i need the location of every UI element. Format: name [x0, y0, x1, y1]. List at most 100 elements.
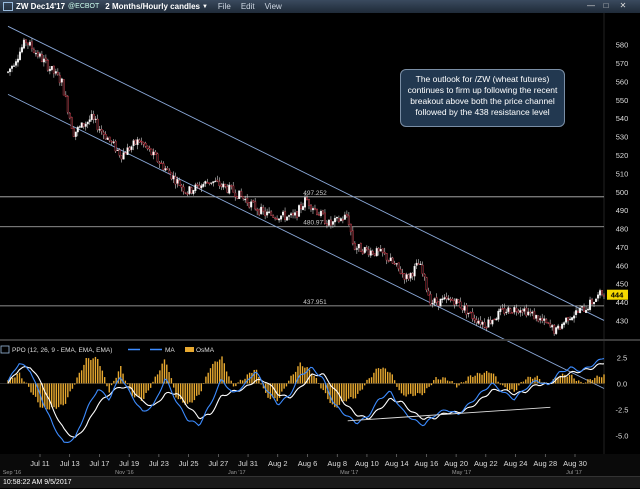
candle-body: [12, 65, 15, 67]
osma-bar: [143, 383, 145, 399]
osma-bar: [53, 383, 55, 408]
osma-bar: [83, 364, 85, 384]
candle-body: [459, 301, 462, 308]
chevron-down-icon[interactable]: ▼: [201, 3, 208, 10]
candle-body: [339, 218, 342, 222]
candle-body: [304, 197, 307, 208]
y-tick-label: 560: [616, 77, 629, 86]
osma-bar: [591, 380, 594, 384]
maximize-icon[interactable]: □: [603, 1, 609, 10]
candle-body: [555, 327, 558, 334]
interval-selector[interactable]: 2 Months/Hourly candles: [105, 2, 200, 11]
osma-bar: [159, 370, 161, 384]
osma-bar: [347, 383, 350, 399]
ind-y-tick-label: -2.5: [616, 405, 629, 414]
candle-body: [54, 71, 57, 74]
osma-bar: [90, 360, 92, 384]
osma-bar: [407, 383, 410, 395]
candle-body: [236, 196, 239, 199]
candle-body: [120, 155, 123, 160]
candle-body: [541, 317, 544, 321]
x-secondary-label: May '17: [452, 470, 471, 476]
osma-bar: [37, 383, 39, 403]
candle-body: [16, 58, 19, 63]
candle-body: [327, 219, 330, 226]
candle-body: [331, 221, 334, 225]
osma-bar: [242, 380, 244, 384]
candle-body: [443, 297, 446, 300]
candle-body: [457, 299, 460, 303]
osma-bar: [594, 377, 596, 384]
candle-body: [250, 201, 253, 208]
candle-body: [18, 51, 21, 61]
candle-body: [138, 139, 141, 143]
candle-body: [485, 327, 488, 329]
x-axis-bg: [0, 454, 640, 476]
candle-body: [182, 186, 185, 192]
osma-bar: [375, 368, 377, 384]
candle-body: [309, 204, 312, 210]
candle-body: [557, 325, 560, 329]
candle-body: [439, 298, 442, 307]
y-tick-label: 430: [616, 316, 629, 325]
osma-bar: [363, 383, 366, 386]
level-label: 480.977: [303, 220, 327, 227]
candle-body: [164, 168, 167, 171]
y-tick-label: 530: [616, 133, 629, 142]
candle-body: [423, 274, 426, 277]
last-price-label: 444: [611, 291, 624, 300]
osma-bar: [357, 383, 359, 394]
candle-body: [10, 65, 13, 69]
osma-bar: [582, 383, 584, 384]
osma-bar: [538, 379, 541, 384]
candle-body: [222, 183, 225, 188]
osma-bar: [7, 380, 9, 384]
candle-body: [321, 210, 324, 215]
candle-body: [126, 147, 129, 155]
candle-body: [134, 139, 137, 145]
osma-bar: [265, 383, 267, 393]
y-tick-label: 500: [616, 188, 629, 197]
candle-body: [44, 57, 47, 61]
osma-bar: [235, 383, 237, 387]
divergence-trend-line: [347, 406, 551, 422]
close-icon[interactable]: ✕: [619, 1, 627, 10]
osma-bar: [499, 383, 502, 385]
osma-bar: [294, 371, 297, 384]
candle-body: [571, 317, 574, 321]
osma-bar: [191, 383, 193, 403]
osma-bar: [129, 383, 131, 390]
candle-body: [296, 211, 299, 218]
osma-bar: [403, 383, 405, 396]
osma-bar: [393, 380, 396, 384]
candle-body: [178, 180, 181, 186]
candle-body: [262, 207, 265, 212]
candle-body: [415, 262, 418, 266]
osma-bar: [437, 379, 440, 384]
symbol-label[interactable]: ZW Dec14'17: [16, 2, 66, 11]
osma-bar: [488, 372, 490, 384]
menu-edit[interactable]: Edit: [240, 2, 255, 11]
osma-bar: [573, 378, 575, 384]
minimize-icon[interactable]: —: [587, 1, 595, 10]
candle-body: [581, 306, 584, 308]
chart-icon[interactable]: [3, 2, 13, 11]
candle-body: [192, 190, 195, 194]
osma-bar: [106, 383, 108, 387]
candle-body: [174, 176, 177, 185]
candle-body: [547, 322, 550, 324]
menu-file[interactable]: File: [217, 2, 231, 11]
candle-body: [317, 214, 320, 216]
candle-body: [411, 273, 414, 277]
candle-body: [561, 323, 564, 329]
candle-body: [477, 321, 480, 324]
candle-body: [535, 314, 538, 319]
osma-bar: [255, 369, 258, 384]
osma-bar: [320, 383, 322, 389]
osma-bar: [502, 383, 504, 386]
osma-bar: [497, 381, 499, 384]
menu-view[interactable]: View: [264, 2, 282, 11]
x-tick-label: Aug 16: [414, 459, 438, 468]
candle-body: [363, 247, 366, 253]
candle-body: [144, 143, 147, 147]
